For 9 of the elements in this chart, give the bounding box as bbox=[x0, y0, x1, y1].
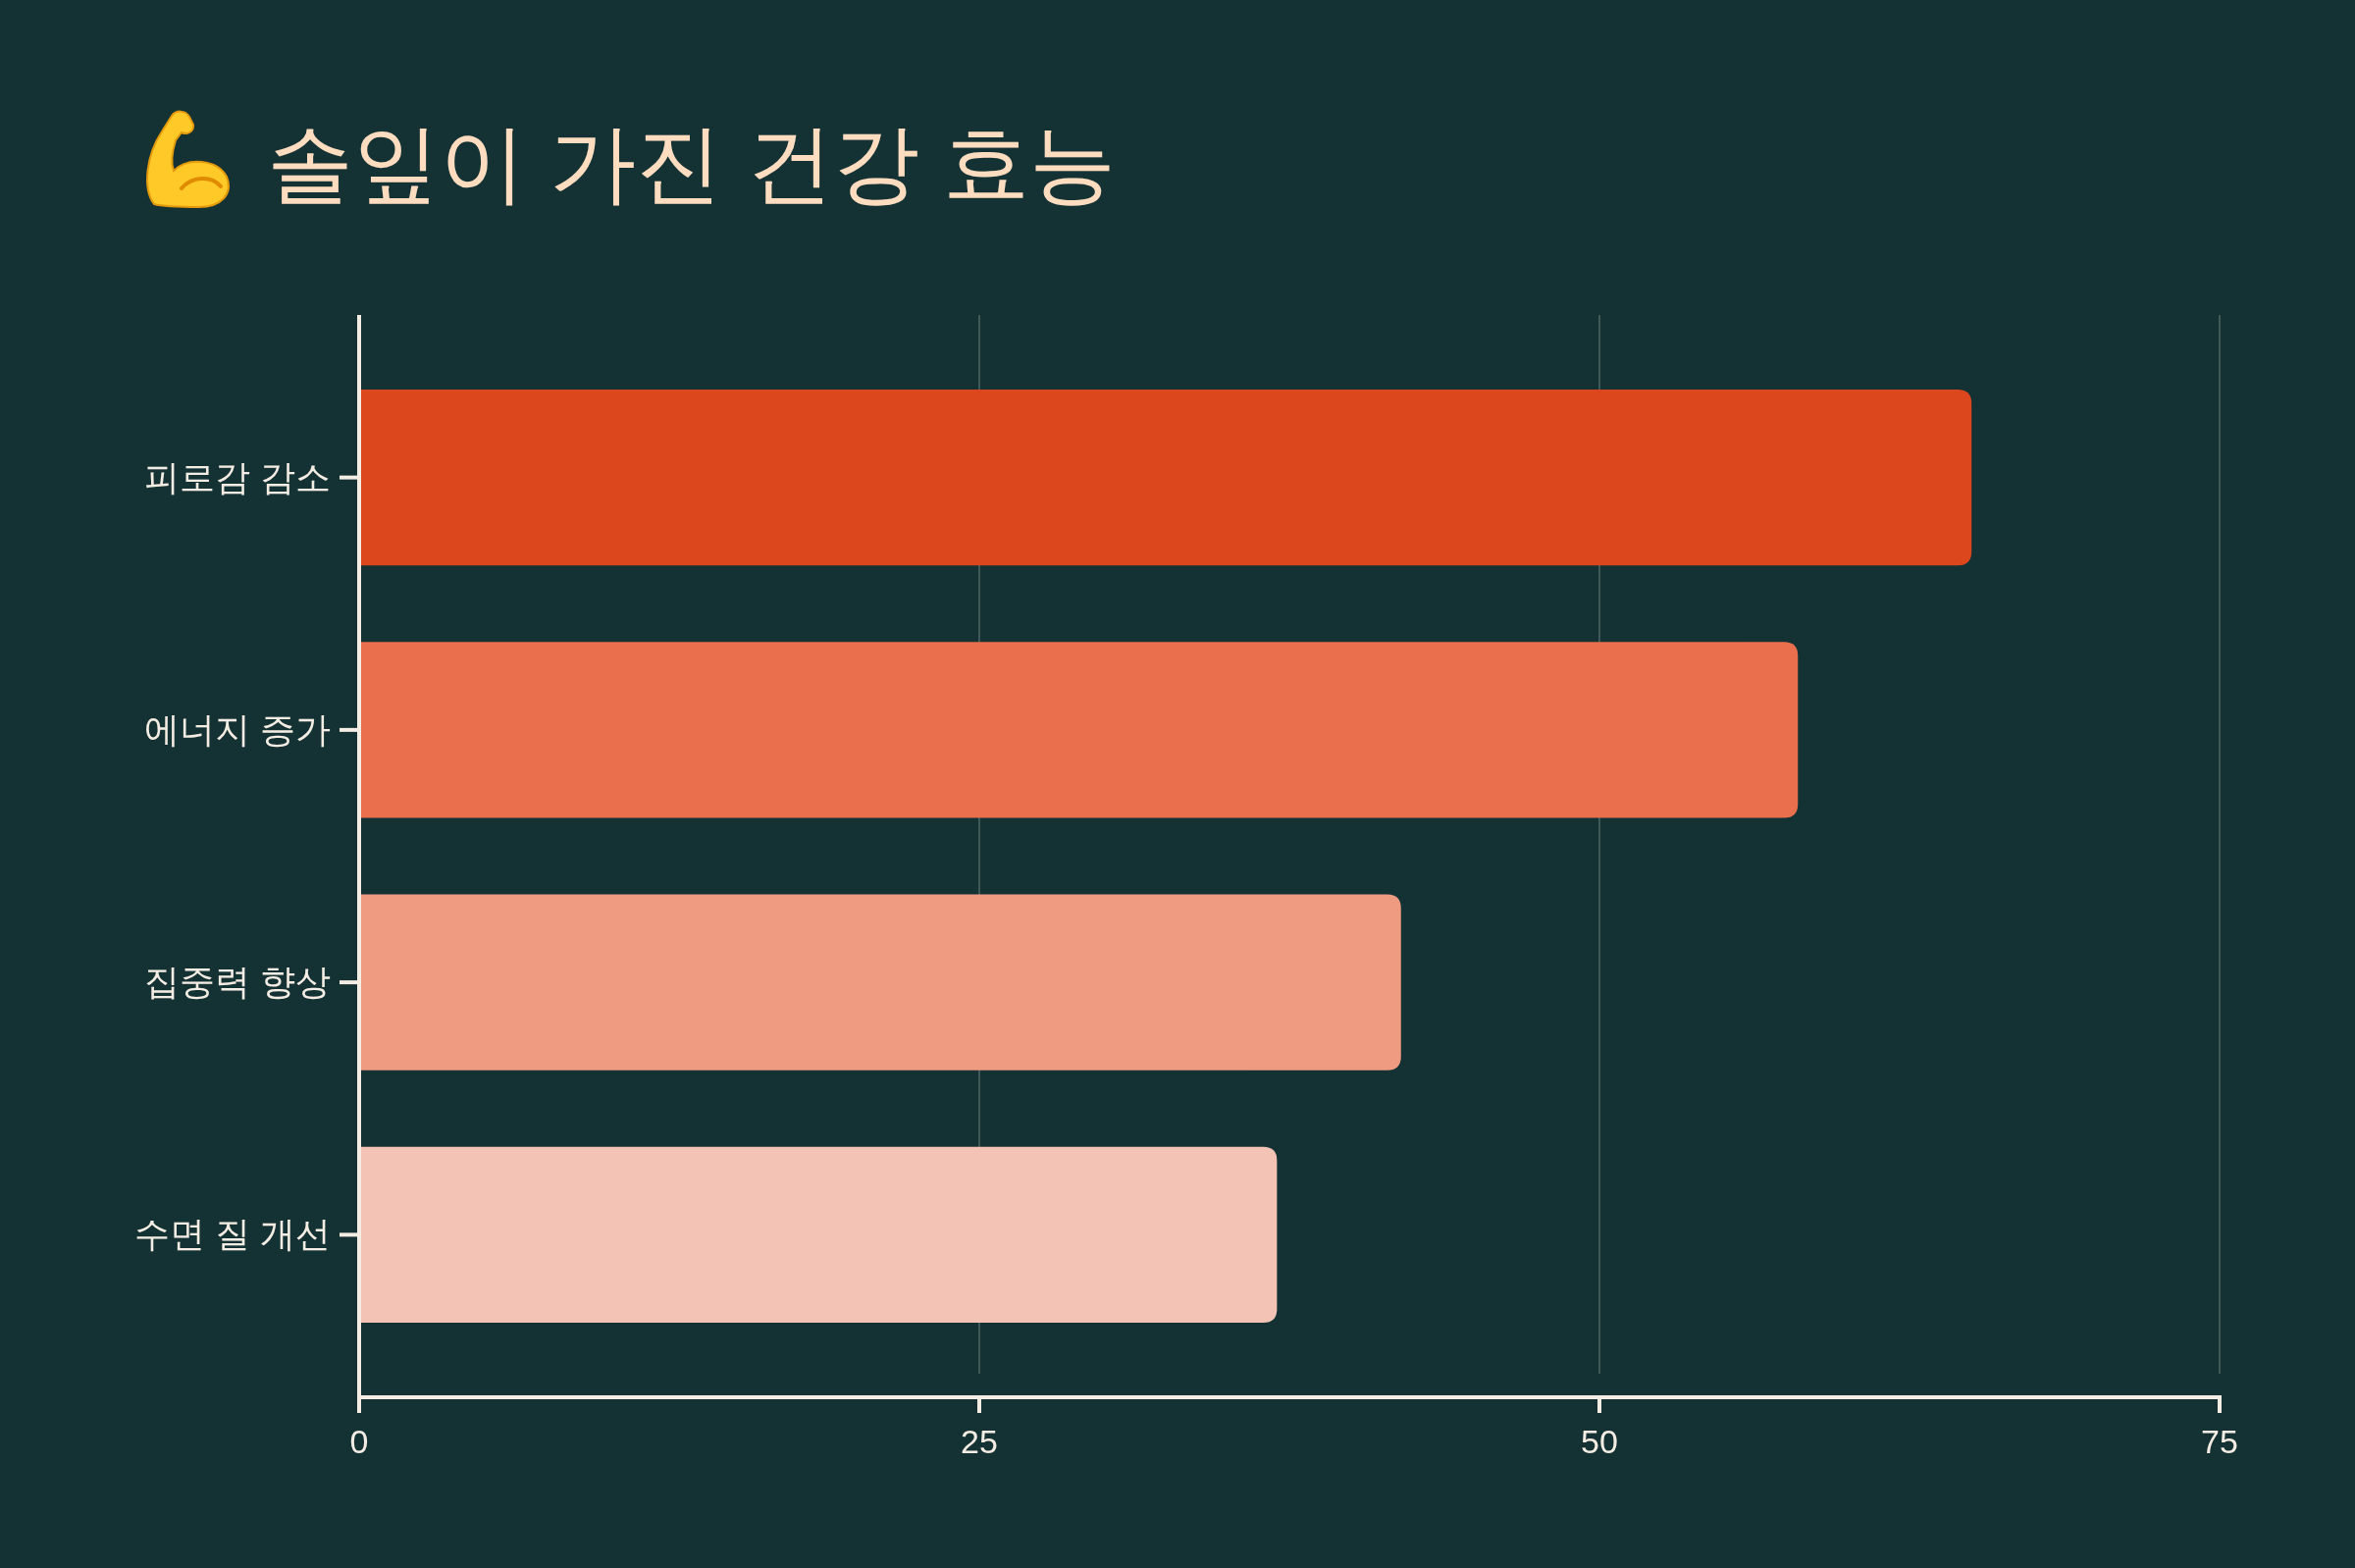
x-tick-label: 0 bbox=[349, 1423, 369, 1460]
y-tick-label: 수면 질 개선 bbox=[133, 1214, 331, 1255]
y-tick-label: 집중력 향상 bbox=[143, 962, 331, 1003]
chart-title: 솔잎이 가진 건강 효능 bbox=[267, 115, 1117, 212]
y-tick-label: 피로감 감소 bbox=[143, 456, 331, 497]
x-tick-label: 25 bbox=[961, 1423, 998, 1460]
x-tick-label: 75 bbox=[2201, 1423, 2238, 1460]
y-tick-label: 에너지 증가 bbox=[143, 708, 331, 750]
x-tick-label: 50 bbox=[1581, 1423, 1618, 1460]
